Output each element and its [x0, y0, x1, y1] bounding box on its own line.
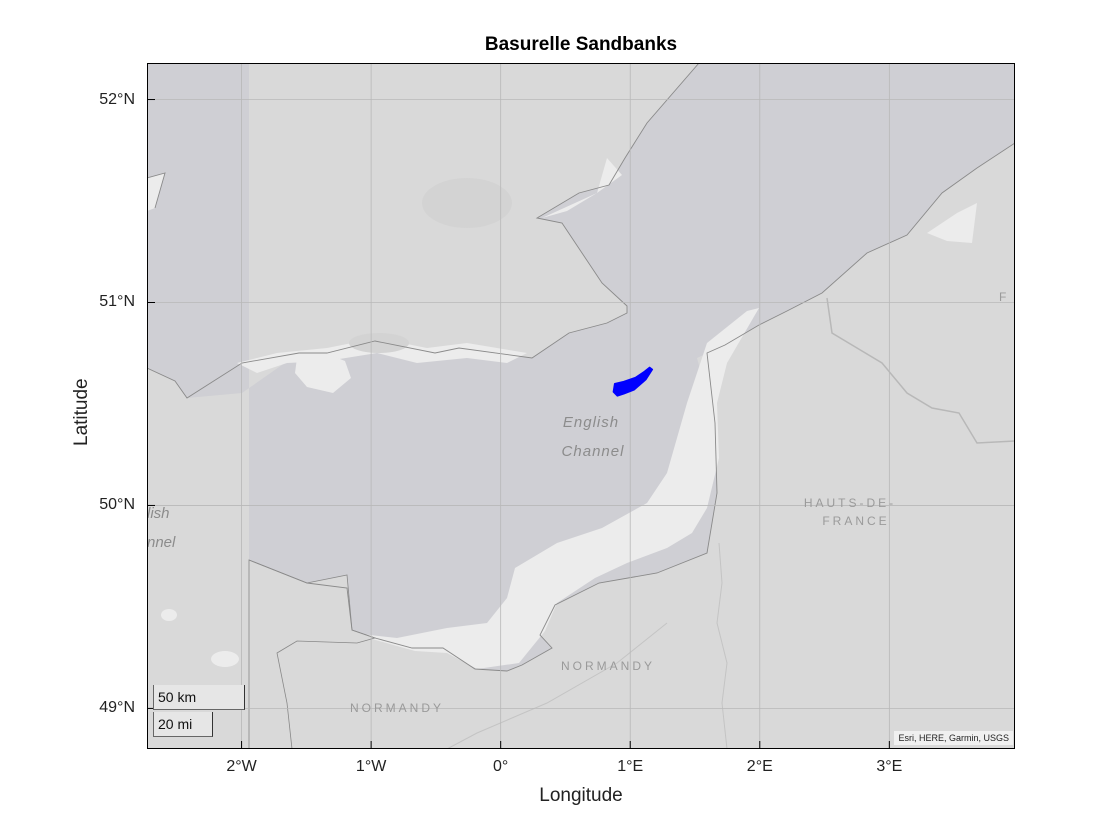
- french-coast-shoal: [352, 308, 759, 669]
- x-axis-label: Longitude: [539, 785, 623, 806]
- map-axes[interactable]: English Channel lish nnel HAUTS-DE- FRAN…: [147, 63, 1015, 749]
- uk-coast-shoal: [237, 338, 527, 373]
- coastline: [147, 172, 166, 209]
- region-label-normandy-west: NORMANDY: [350, 701, 444, 715]
- scalebar-mi: 20 mi: [153, 712, 213, 737]
- scalebar-km-label: 50 km: [158, 689, 197, 705]
- y-axis-label: Latitude: [71, 378, 92, 446]
- border-line: [446, 622, 668, 749]
- belgian-shoal: [927, 203, 977, 243]
- urban-area: [349, 333, 409, 353]
- x-tick-label: 2°E: [746, 758, 773, 775]
- scalebar-mi-label: 20 mi: [158, 716, 193, 732]
- x-tick-label: 3°E: [876, 758, 903, 775]
- map-title: Basurelle Sandbanks: [484, 34, 678, 55]
- basurelle-sandbanks-polygon[interactable]: [612, 366, 654, 397]
- x-tick-label: 1°W: [355, 758, 387, 775]
- sea-label-left-2: nnel: [147, 534, 176, 551]
- coastline: [147, 63, 700, 399]
- sea-label-english: English: [563, 414, 619, 431]
- region-label-edge: F: [999, 290, 1006, 304]
- region-label-france: FRANCE: [822, 514, 889, 528]
- urban-area: [422, 178, 512, 228]
- y-tick-label: 51°N: [99, 293, 135, 311]
- x-tick-label: 0°: [493, 758, 509, 775]
- y-tick-label: 52°N: [99, 90, 135, 108]
- island: [161, 609, 177, 621]
- west-coast-shoal: [147, 173, 165, 211]
- scalebar-km: 50 km: [153, 685, 245, 710]
- region-label-normandy-east: NORMANDY: [561, 659, 655, 673]
- x-tick-label: 2°W: [226, 758, 257, 775]
- y-tick-label: 50°N: [99, 496, 135, 514]
- sea-label-left-1: lish: [147, 505, 170, 522]
- graticule: [147, 63, 1015, 749]
- island: [211, 651, 239, 667]
- y-tick-label: 49°N: [99, 699, 135, 717]
- border-line: [716, 542, 728, 749]
- axes-frame: [147, 63, 1015, 749]
- map-attribution: Esri, HERE, Garmin, USGS: [894, 731, 1013, 745]
- x-tick-label: 1°E: [617, 758, 644, 775]
- region-label-hauts: HAUTS-DE-: [804, 496, 896, 510]
- cotentin-coast: [248, 559, 377, 749]
- sea-label-channel: Channel: [562, 443, 625, 460]
- sea-area: [147, 63, 1015, 671]
- border-line: [826, 297, 1015, 444]
- isle-of-wight: [295, 353, 351, 393]
- tick-marks: [147, 99, 890, 749]
- coastline: [248, 142, 1015, 672]
